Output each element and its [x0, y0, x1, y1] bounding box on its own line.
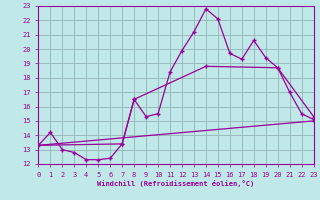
X-axis label: Windchill (Refroidissement éolien,°C): Windchill (Refroidissement éolien,°C)	[97, 180, 255, 187]
